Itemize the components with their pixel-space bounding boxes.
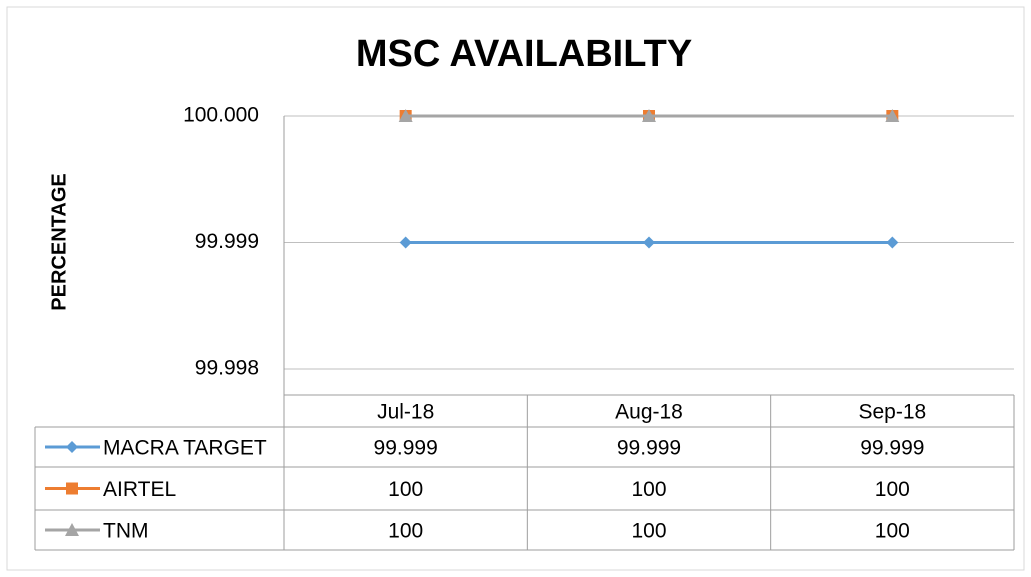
legend-key-marker xyxy=(66,441,78,453)
data-point xyxy=(642,109,656,122)
y-tick-label: 99.998 xyxy=(195,357,259,380)
data-point xyxy=(398,109,413,122)
table-cell: 100 xyxy=(875,478,910,501)
legend-label: MACRA TARGET xyxy=(103,437,267,460)
table-cell: 99.999 xyxy=(374,437,438,460)
legend-key-marker xyxy=(66,482,78,495)
chart-title: MSC AVAILABILTY xyxy=(356,33,692,75)
table-cell: 99.999 xyxy=(860,437,924,460)
table-cell: 100 xyxy=(875,520,910,543)
data-point xyxy=(886,236,899,249)
x-tick-label: Aug-18 xyxy=(615,401,683,424)
data-point xyxy=(399,236,412,249)
x-tick-label: Jul-18 xyxy=(377,401,434,424)
data-point xyxy=(885,109,900,122)
legend-label: TNM xyxy=(103,520,149,543)
table-cell: 100 xyxy=(631,520,666,543)
data-point xyxy=(643,236,655,249)
table-cell: 100 xyxy=(388,478,423,501)
y-tick-label: 100.000 xyxy=(183,104,259,127)
legend-label: AIRTEL xyxy=(103,478,176,501)
y-axis-label: PERCENTAGE xyxy=(48,173,70,310)
chart-border xyxy=(6,6,1025,571)
table-cell: 99.999 xyxy=(617,437,681,460)
x-tick-label: Sep-18 xyxy=(858,401,926,424)
legend-key-marker xyxy=(65,523,79,536)
y-tick-label: 99.999 xyxy=(195,230,259,253)
table-cell: 100 xyxy=(631,478,666,501)
table-cell: 100 xyxy=(388,520,423,543)
